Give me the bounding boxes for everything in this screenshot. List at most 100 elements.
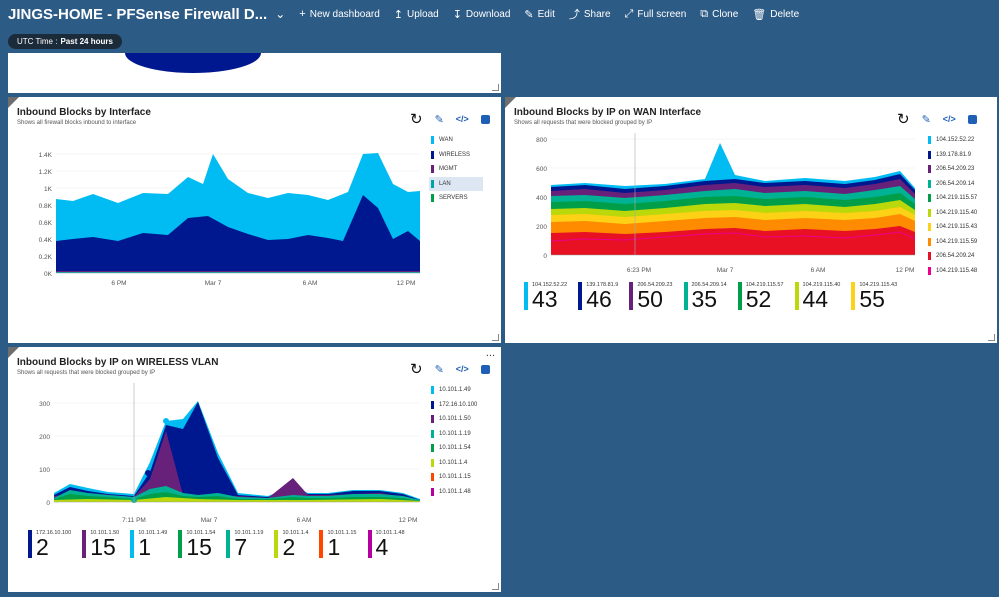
y-tick: 400 [536,195,547,202]
legend-item[interactable]: 10.101.1.4 [429,456,493,471]
edit-query-icon[interactable]: ✎ [921,113,931,126]
legend-item[interactable]: 10.101.1.15 [429,470,493,485]
new-dashboard-button[interactable]: + New dashboard [299,8,380,20]
stat-label: 104.152.52.22 [532,282,568,288]
stat-tiles: 172.16.10.100 2 10.101.1.50 15 10.101.1.49 1 1… [28,530,416,560]
y-tick: 1K [44,186,53,193]
stat-tile[interactable]: 172.16.10.100 2 [28,530,71,559]
legend-label: 10.101.1.15 [439,474,471,481]
delete-button[interactable]: 🗑 Delete [752,8,800,21]
legend-swatch [928,136,931,145]
refresh-icon[interactable]: ↻ [897,111,910,128]
pin-to-dashboard-icon[interactable] [480,114,490,124]
stat-tile[interactable]: 104.152.52.22 43 [524,282,568,311]
time-filter-pill[interactable]: UTC Time : Past 24 hours [8,34,122,49]
legend-label: SERVERS [439,195,468,202]
stat-value: 15 [90,534,116,560]
stat-label: 10.101.1.50 [90,530,120,536]
clone-button[interactable]: ⧉ Clone [700,7,739,20]
legend-item[interactable]: 104.219.115.43 [926,220,990,235]
share-button[interactable]: ⤴ Share [569,6,611,22]
stat-tile[interactable]: 139.178.81.9 46 [578,282,618,311]
stat-content: 104.152.52.22 43 [532,282,568,311]
more-options-icon[interactable]: ... [485,347,495,359]
legend-swatch [928,223,931,232]
refresh-icon[interactable]: ↻ [410,111,423,128]
y-tick: 100 [39,467,50,474]
legend: WAN WIRELESS MGMT LAN SERVERS [429,133,483,206]
legend-item[interactable]: 10.101.1.48 [429,485,493,500]
stat-content: 172.16.10.100 2 [36,530,71,559]
stat-color-bar [226,530,231,558]
legend-item[interactable]: 104.219.115.48 [926,264,990,279]
legend-item[interactable]: 206.54.209.24 [926,249,990,264]
legend-item[interactable]: 104.152.52.22 [926,133,990,148]
legend-item[interactable]: 10.101.1.19 [429,427,493,442]
stat-content: 206.54.209.23 50 [637,282,672,311]
resize-handle[interactable] [492,84,499,91]
resize-handle[interactable] [492,334,499,341]
pin-to-dashboard-icon[interactable] [480,364,490,374]
stat-content: 104.219.115.43 55 [859,282,897,311]
legend-item[interactable]: 104.219.115.59 [926,235,990,250]
upload-button[interactable]: ↥ Upload [393,8,439,21]
stat-tile[interactable]: 10.101.1.4 2 [274,530,308,559]
stat-color-bar [178,530,183,558]
legend-swatch [431,429,434,438]
resize-handle[interactable] [492,583,499,590]
legend-label: 10.101.1.50 [439,416,471,423]
legend-item[interactable]: SERVERS [429,191,483,206]
legend-item[interactable]: 206.54.209.14 [926,177,990,192]
series-10-101-1-4 [54,497,420,502]
legend-item[interactable]: WIRELESS [429,148,483,163]
stat-value: 35 [691,286,718,312]
edit-query-icon[interactable]: ✎ [434,363,444,376]
legend-item[interactable]: LAN [429,176,483,191]
legend-label: MGMT [439,166,458,173]
stat-tile[interactable]: 10.101.1.49 1 [130,530,167,559]
stat-tile[interactable]: 10.101.1.48 4 [367,530,405,559]
legend-item[interactable]: 10.101.1.49 [429,383,493,398]
legend-swatch [431,150,434,159]
legend-item[interactable]: 10.101.1.50 [429,412,493,427]
stat-tile[interactable]: 206.54.209.14 35 [683,282,727,312]
legend-item[interactable]: 206.54.209.23 [926,162,990,177]
edit-query-icon[interactable]: ✎ [434,113,444,126]
data-point [163,418,169,424]
refresh-icon[interactable]: ↻ [410,361,423,378]
legend-item[interactable]: 104.219.115.57 [926,191,990,206]
legend-item[interactable]: 10.101.1.54 [429,441,493,456]
edit-button[interactable]: ✎ Edit [524,8,555,21]
legend-item[interactable]: 172.16.10.100 [429,398,493,413]
stat-tile[interactable]: 104.219.115.40 44 [794,282,840,311]
code-icon[interactable]: </> [455,114,469,124]
legend-label: WIRELESS [439,151,471,158]
legend-item[interactable]: 104.219.115.40 [926,206,990,221]
data-point [145,470,151,476]
clone-icon: ⧉ [700,7,709,20]
stat-tile[interactable]: 206.54.209.23 50 [629,282,673,311]
stat-tile[interactable]: 10.101.1.19 7 [226,530,263,559]
stat-label: 206.54.209.14 [691,282,727,288]
chevron-down-icon[interactable]: ⌄ [275,7,286,21]
x-tick: 6:23 PM [627,267,651,274]
tile-inbound-blocks-by-ip-wan: Inbound Blocks by IP on WAN Interface Sh… [505,97,997,343]
stat-tile[interactable]: 10.101.1.50 15 [82,530,120,560]
stat-tile[interactable]: 10.101.1.54 15 [178,530,215,559]
stat-color-bar [629,282,634,310]
stat-tile[interactable]: 104.219.115.43 55 [851,282,897,311]
resize-handle[interactable] [988,334,995,341]
legend-item[interactable]: WAN [429,133,483,148]
y-tick: 1.2K [39,169,53,176]
code-icon[interactable]: </> [455,364,469,374]
download-button[interactable]: ↧ Download [452,8,511,21]
pin-to-dashboard-icon[interactable] [967,114,977,124]
full-screen-button[interactable]: ⤢ Full screen [624,7,687,20]
legend-swatch [431,458,434,467]
legend-label: LAN [439,180,451,187]
legend-item[interactable]: MGMT [429,162,483,177]
legend-item[interactable]: 139.178.81.9 [926,148,990,163]
stat-tile[interactable]: 104.219.115.57 52 [737,282,784,311]
stat-tile[interactable]: 10.101.1.15 1 [319,530,357,559]
code-icon[interactable]: </> [942,114,956,124]
